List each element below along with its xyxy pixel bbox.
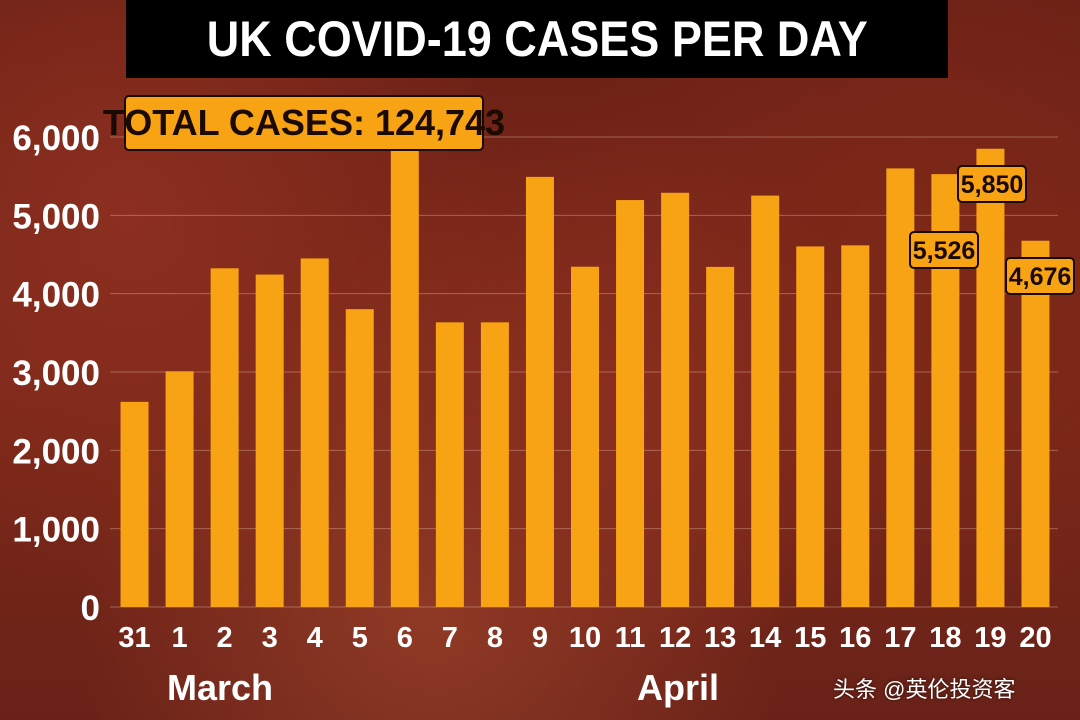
x-tick-label: 31 [118,622,150,654]
x-tick-label: 9 [532,622,548,654]
bar [255,274,284,607]
bar [661,192,690,608]
bar [525,176,554,607]
data-label-box [957,165,1027,203]
data-label: 4,676 [1009,263,1072,291]
x-tick-label: 19 [974,622,1006,654]
data-label: 5,526 [913,237,976,265]
y-tick-label: 1,000 [12,511,100,550]
x-tick-label: 6 [397,622,413,654]
month-label: April [637,667,719,708]
x-tick-label: 14 [749,622,781,654]
month-label: March [167,667,273,708]
y-tick-label: 4,000 [12,276,100,315]
x-tick-label: 12 [659,622,691,654]
x-tick-label: 11 [615,622,646,654]
bar [976,148,1005,607]
y-tick-label: 5,000 [12,197,100,236]
bar [616,200,645,607]
bar [165,371,194,607]
x-tick-label: 2 [217,622,233,654]
x-tick-label: 17 [884,622,916,654]
y-tick-label: 6,000 [12,119,100,158]
bar [210,268,239,607]
x-tick-label: 5 [352,622,368,654]
x-tick-label: 3 [262,622,278,654]
y-tick-label: 3,000 [12,354,100,393]
x-tick-label: 7 [442,622,458,654]
title-banner: UK COVID-19 CASES PER DAY [126,0,948,78]
bar [120,401,149,607]
bar [796,246,825,607]
chart-title: UK COVID-19 CASES PER DAY [206,11,868,67]
watermark: 头条 @英伦投资客 [833,677,1016,702]
y-tick-label: 0 [81,589,100,628]
bar [345,309,374,607]
x-tick-label: 10 [569,622,601,654]
x-tick-label: 20 [1019,622,1051,654]
data-label: 5,850 [961,171,1024,199]
x-tick-label: 13 [704,622,736,654]
bar [1021,240,1050,608]
bar [571,266,599,607]
x-tick-label: 4 [307,622,323,654]
x-tick-label: 18 [929,622,961,654]
bar [751,195,780,608]
y-tick-label: 2,000 [12,432,100,471]
bar [300,258,329,607]
x-tick-label: 16 [839,622,871,654]
total-cases-label: TOTAL CASES: 124,743 [103,95,505,151]
bar [435,322,464,607]
data-label-box [909,231,979,269]
x-tick-label: 1 [172,622,188,654]
bar [706,266,735,607]
bar [390,144,419,607]
data-label-box [1005,257,1075,295]
x-tick-label: 15 [794,622,826,654]
x-tick-label: 8 [487,622,503,654]
bar [841,245,870,607]
bar [480,322,509,607]
